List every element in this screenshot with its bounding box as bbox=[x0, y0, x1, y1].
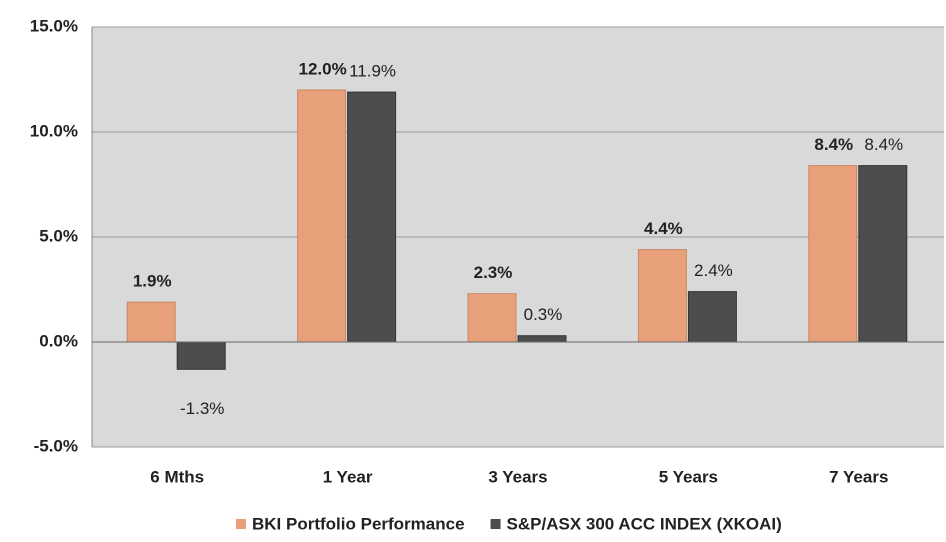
data-label: 2.3% bbox=[474, 263, 513, 282]
y-tick-label: 0.0% bbox=[39, 331, 78, 350]
data-label: 2.4% bbox=[694, 261, 733, 280]
bar bbox=[126, 301, 176, 343]
bar bbox=[297, 89, 347, 343]
bar bbox=[808, 165, 858, 343]
data-label: 1.9% bbox=[133, 272, 172, 291]
x-tick-label: 7 Years bbox=[829, 467, 888, 486]
y-tick-label: -5.0% bbox=[34, 436, 78, 455]
x-tick-label: 1 Year bbox=[323, 467, 373, 486]
data-label: 4.4% bbox=[644, 219, 683, 238]
data-label: 8.4% bbox=[864, 135, 903, 154]
y-tick-label: 10.0% bbox=[30, 121, 78, 140]
bar bbox=[687, 291, 737, 343]
data-label: 8.4% bbox=[814, 135, 853, 154]
y-tick-label: 15.0% bbox=[30, 16, 78, 35]
bar bbox=[176, 341, 226, 370]
x-tick-label: 3 Years bbox=[488, 467, 547, 486]
data-label: 0.3% bbox=[524, 305, 563, 324]
legend-swatch bbox=[490, 519, 501, 529]
bar bbox=[637, 249, 687, 343]
data-label: 11.9% bbox=[349, 62, 396, 81]
legend-label: S&P/ASX 300 ACC INDEX (XKOAI) bbox=[507, 514, 782, 533]
legend-swatch bbox=[236, 519, 246, 529]
bar bbox=[858, 165, 908, 343]
legend-label: BKI Portfolio Performance bbox=[252, 514, 465, 533]
x-tick-label: 6 Mths bbox=[150, 467, 204, 486]
bar bbox=[347, 91, 397, 343]
bar bbox=[467, 293, 517, 343]
bar bbox=[517, 335, 567, 343]
y-tick-label: 5.0% bbox=[39, 226, 78, 245]
x-tick-label: 5 Years bbox=[659, 467, 718, 486]
data-label: -1.3% bbox=[180, 399, 224, 418]
data-label: 12.0% bbox=[298, 59, 346, 78]
